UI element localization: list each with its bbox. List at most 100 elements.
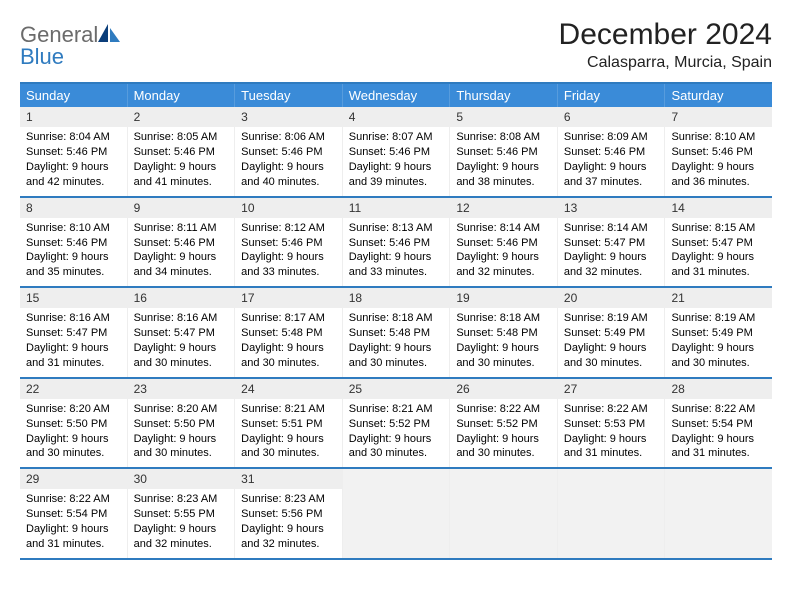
daylight-text: Daylight: 9 hours and 32 minutes. (134, 522, 229, 552)
day-cell: 7Sunrise: 8:10 AMSunset: 5:46 PMDaylight… (665, 107, 772, 196)
sunrise-text: Sunrise: 8:20 AM (134, 402, 229, 417)
day-number: 26 (450, 379, 557, 399)
day-number: 12 (450, 198, 557, 218)
day-number: 23 (128, 379, 235, 399)
sunrise-text: Sunrise: 8:09 AM (564, 130, 659, 145)
weekday-header: Monday (128, 84, 236, 107)
sunrise-text: Sunrise: 8:21 AM (241, 402, 336, 417)
daylight-text: Daylight: 9 hours and 42 minutes. (26, 160, 121, 190)
sunrise-text: Sunrise: 8:22 AM (671, 402, 766, 417)
day-cell: 9Sunrise: 8:11 AMSunset: 5:46 PMDaylight… (128, 198, 236, 287)
day-number: 29 (20, 469, 127, 489)
day-number: 28 (665, 379, 772, 399)
day-cell: 5Sunrise: 8:08 AMSunset: 5:46 PMDaylight… (450, 107, 558, 196)
day-number: 7 (665, 107, 772, 127)
sunset-text: Sunset: 5:52 PM (456, 417, 551, 432)
sunrise-text: Sunrise: 8:22 AM (26, 492, 121, 507)
day-number: 27 (558, 379, 665, 399)
day-number: 25 (343, 379, 450, 399)
sunrise-text: Sunrise: 8:23 AM (134, 492, 229, 507)
sunset-text: Sunset: 5:46 PM (349, 236, 444, 251)
day-number: 31 (235, 469, 342, 489)
weekday-header: Saturday (665, 84, 772, 107)
sunset-text: Sunset: 5:46 PM (241, 145, 336, 160)
sunrise-text: Sunrise: 8:13 AM (349, 221, 444, 236)
day-cell: 25Sunrise: 8:21 AMSunset: 5:52 PMDayligh… (343, 379, 451, 468)
sunrise-text: Sunrise: 8:16 AM (26, 311, 121, 326)
daylight-text: Daylight: 9 hours and 30 minutes. (241, 432, 336, 462)
daylight-text: Daylight: 9 hours and 30 minutes. (456, 341, 551, 371)
day-number: 18 (343, 288, 450, 308)
sunset-text: Sunset: 5:47 PM (134, 326, 229, 341)
page-title: December 2024 (559, 18, 772, 52)
day-cell: 4Sunrise: 8:07 AMSunset: 5:46 PMDaylight… (343, 107, 451, 196)
sunset-text: Sunset: 5:47 PM (671, 236, 766, 251)
sunset-text: Sunset: 5:46 PM (349, 145, 444, 160)
sunset-text: Sunset: 5:48 PM (349, 326, 444, 341)
day-number: 11 (343, 198, 450, 218)
daylight-text: Daylight: 9 hours and 35 minutes. (26, 250, 121, 280)
daylight-text: Daylight: 9 hours and 33 minutes. (349, 250, 444, 280)
sunrise-text: Sunrise: 8:10 AM (26, 221, 121, 236)
sunset-text: Sunset: 5:48 PM (456, 326, 551, 341)
daylight-text: Daylight: 9 hours and 34 minutes. (134, 250, 229, 280)
day-cell: 6Sunrise: 8:09 AMSunset: 5:46 PMDaylight… (558, 107, 666, 196)
day-number: 10 (235, 198, 342, 218)
daylight-text: Daylight: 9 hours and 30 minutes. (671, 341, 766, 371)
sunrise-text: Sunrise: 8:08 AM (456, 130, 551, 145)
sunset-text: Sunset: 5:46 PM (671, 145, 766, 160)
sunrise-text: Sunrise: 8:23 AM (241, 492, 336, 507)
day-cell: 28 Sunrise: 8:22 AMSunset: 5:54 PMDayligh… (665, 379, 772, 468)
day-number: 9 (128, 198, 235, 218)
title-block: December 2024 Calasparra, Murcia, Spain (559, 18, 772, 72)
sunset-text: Sunset: 5:46 PM (456, 236, 551, 251)
sunset-text: Sunset: 5:54 PM (26, 507, 121, 522)
day-number: 17 (235, 288, 342, 308)
day-cell: 17Sunrise: 8:17 AMSunset: 5:48 PMDayligh… (235, 288, 343, 377)
day-number: 5 (450, 107, 557, 127)
sunrise-text: Sunrise: 8:16 AM (134, 311, 229, 326)
day-number: 4 (343, 107, 450, 127)
sunrise-text: Sunrise: 8:10 AM (671, 130, 766, 145)
sunset-text: Sunset: 5:54 PM (671, 417, 766, 432)
sunrise-text: Sunrise: 8:18 AM (456, 311, 551, 326)
day-number: 30 (128, 469, 235, 489)
sunset-text: Sunset: 5:46 PM (26, 236, 121, 251)
day-cell: 14Sunrise: 8:15 AMSunset: 5:47 PMDayligh… (665, 198, 772, 287)
day-cell: 30Sunrise: 8:23 AMSunset: 5:55 PMDayligh… (128, 469, 236, 558)
daylight-text: Daylight: 9 hours and 31 minutes. (671, 432, 766, 462)
calendar-grid: Sunday Monday Tuesday Wednesday Thursday… (20, 82, 772, 560)
daylight-text: Daylight: 9 hours and 31 minutes. (26, 522, 121, 552)
day-cell: 1Sunrise: 8:04 AMSunset: 5:46 PMDaylight… (20, 107, 128, 196)
brand-blue: Blue (20, 44, 64, 69)
empty-cell (450, 469, 558, 558)
day-number: 8 (20, 198, 127, 218)
sunrise-text: Sunrise: 8:04 AM (26, 130, 121, 145)
day-number: 13 (558, 198, 665, 218)
week-row: 8Sunrise: 8:10 AMSunset: 5:46 PMDaylight… (20, 198, 772, 289)
day-cell: 19 Sunrise: 8:18 AMSunset: 5:48 PMDayligh… (450, 288, 558, 377)
weekday-header: Tuesday (235, 84, 343, 107)
sunset-text: Sunset: 5:56 PM (241, 507, 336, 522)
sunset-text: Sunset: 5:53 PM (564, 417, 659, 432)
day-number: 6 (558, 107, 665, 127)
daylight-text: Daylight: 9 hours and 32 minutes. (456, 250, 551, 280)
weekday-header: Friday (558, 84, 666, 107)
sunset-text: Sunset: 5:46 PM (26, 145, 121, 160)
day-cell: 27Sunrise: 8:22 AMSunset: 5:53 PMDayligh… (558, 379, 666, 468)
sunrise-text: Sunrise: 8:22 AM (564, 402, 659, 417)
sunrise-text: Sunrise: 8:19 AM (564, 311, 659, 326)
day-number: 19 (450, 288, 557, 308)
weeks-container: 1Sunrise: 8:04 AMSunset: 5:46 PMDaylight… (20, 107, 772, 560)
header: General Blue December 2024 Calasparra, M… (20, 18, 772, 72)
week-row: 15Sunrise: 8:16 AMSunset: 5:47 PMDayligh… (20, 288, 772, 379)
day-number: 14 (665, 198, 772, 218)
calendar-page: General Blue December 2024 Calasparra, M… (0, 0, 792, 578)
location-label: Calasparra, Murcia, Spain (559, 54, 772, 72)
day-number: 3 (235, 107, 342, 127)
day-cell: 8 Sunrise: 8:10 AMSunset: 5:46 PMDaylight… (20, 198, 128, 287)
daylight-text: Daylight: 9 hours and 32 minutes. (241, 522, 336, 552)
daylight-text: Daylight: 9 hours and 30 minutes. (134, 432, 229, 462)
day-cell: 13Sunrise: 8:14 AMSunset: 5:47 PMDayligh… (558, 198, 666, 287)
day-cell: 20Sunrise: 8:19 AMSunset: 5:49 PMDayligh… (558, 288, 666, 377)
